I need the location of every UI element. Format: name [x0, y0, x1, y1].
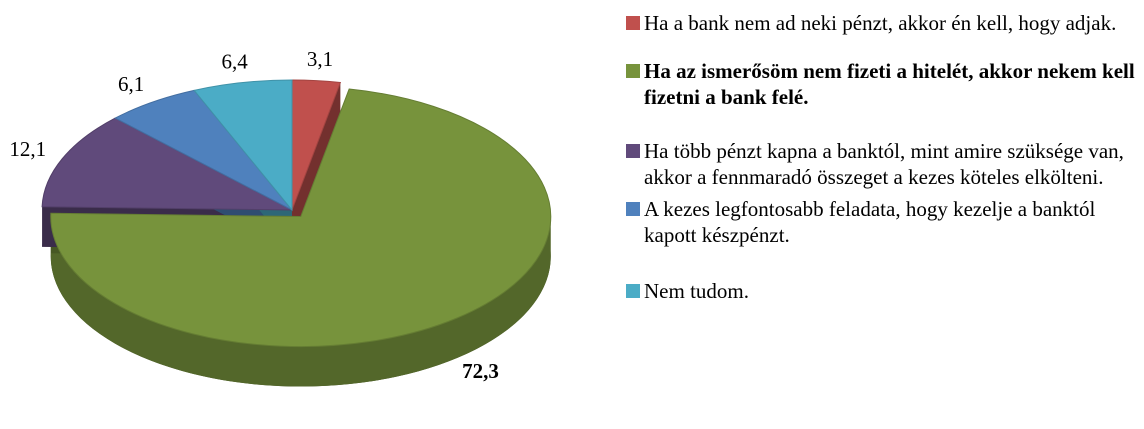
legend-item: Ha az ismerősöm nem fizeti a hitelét, ak… — [626, 58, 1136, 110]
legend-item: Ha több pénzt kapna a banktól, mint amir… — [626, 138, 1136, 190]
data-label: 6,1 — [118, 72, 144, 96]
legend-item: Nem tudom. — [626, 278, 1136, 304]
legend-label: A kezes legfontosabb feladata, hogy keze… — [644, 197, 1096, 247]
data-label: 6,4 — [221, 49, 248, 73]
slice — [50, 88, 552, 348]
data-label: 72,3 — [462, 359, 499, 383]
legend-item: A kezes legfontosabb feladata, hogy keze… — [626, 196, 1136, 248]
legend-label: Nem tudom. — [644, 279, 749, 303]
slice — [41, 117, 293, 211]
chart: 3,1 72,3 12,1 6,1 6,4 — [9, 47, 552, 387]
legend-label: Ha több pénzt kapna a banktól, mint amir… — [644, 139, 1124, 189]
legend: Ha a bank nem ad neki pénzt, akkor én ke… — [626, 10, 1136, 304]
legend-swatch — [626, 284, 640, 298]
legend-label: Ha a bank nem ad neki pénzt, akkor én ke… — [644, 11, 1117, 35]
legend-swatch — [626, 64, 640, 78]
legend-label: Ha az ismerősöm nem fizeti a hitelét, ak… — [644, 59, 1135, 109]
data-label: 3,1 — [307, 47, 333, 71]
legend-swatch — [626, 144, 640, 158]
legend-swatch — [626, 16, 640, 30]
legend-swatch — [626, 202, 640, 216]
legend-item: Ha a bank nem ad neki pénzt, akkor én ke… — [626, 10, 1136, 36]
data-label: 12,1 — [9, 137, 46, 161]
slice-side — [50, 216, 551, 387]
slice — [193, 79, 293, 212]
